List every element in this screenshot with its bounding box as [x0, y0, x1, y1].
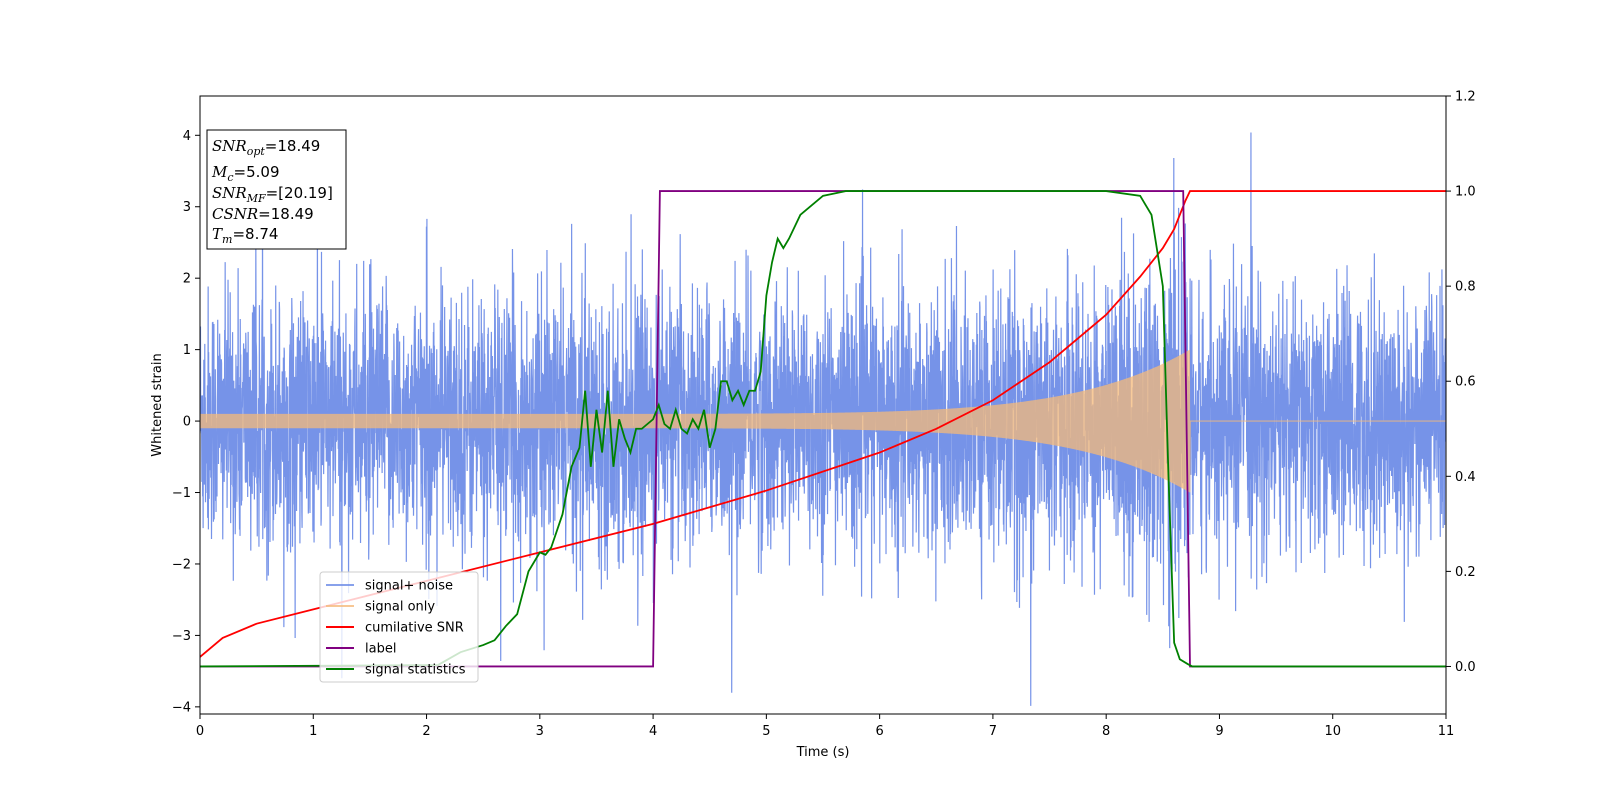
- stats-annotation-box: SNRopt=18.49 Mc=5.09 SNRMF=[20.19] CSNR=…: [206, 129, 347, 250]
- y-left-tick-label: 3: [183, 200, 191, 215]
- legend-signal-statistics-text: signal statistics: [365, 663, 466, 678]
- annotation-snr-opt: SNRopt=18.49: [212, 137, 320, 158]
- annotation-merger-time: Tm=8.74: [212, 225, 278, 246]
- x-tick-label: 5: [762, 724, 770, 739]
- y-right-tick-label: 1.2: [1455, 90, 1476, 105]
- y-left-tick-label: 4: [183, 129, 191, 144]
- y-right-tick-label: 0.6: [1455, 375, 1476, 390]
- x-tick-label: 11: [1438, 724, 1455, 739]
- x-tick-label: 6: [875, 724, 883, 739]
- y-left-tick-label: −2: [172, 557, 191, 572]
- annotation-snr-mf: SNRMF=[20.19]: [212, 184, 333, 205]
- y-right-tick-label: 0.4: [1455, 470, 1476, 485]
- series-signal-only-line: [200, 350, 1446, 493]
- y-left-tick-label: −1: [172, 486, 191, 501]
- x-tick-label: 8: [1102, 724, 1110, 739]
- y-right-tick-label: 0.0: [1455, 660, 1476, 675]
- plot-area: [200, 132, 1446, 706]
- y-left-tick-label: −3: [172, 629, 191, 644]
- x-axis: 0 1 2 3 4 5 6 7 8 9 10 11: [196, 714, 1454, 739]
- y-right-tick-label: 0.2: [1455, 565, 1476, 580]
- x-tick-label: 0: [196, 724, 204, 739]
- y-left-tick-label: 0: [183, 415, 191, 430]
- legend-signal-noise-text: signal+ noise: [365, 579, 453, 594]
- y-right-tick-label: 0.8: [1455, 280, 1476, 295]
- legend-cumulative-snr-text: cumilative SNR: [365, 621, 464, 636]
- series-signal-noise-line: [200, 132, 1446, 706]
- x-tick-label: 3: [536, 724, 544, 739]
- annotation-csnr: CSNR=18.49: [212, 205, 314, 223]
- plot-frame: [199, 95, 1447, 715]
- series-signal-statistics-line: [200, 190, 1446, 668]
- y-axis-right: 0.0 0.2 0.4 0.6 0.8 1.0 1.2: [1446, 90, 1476, 675]
- x-tick-label: 10: [1324, 724, 1341, 739]
- annotation-chirp-mass: Mc=5.09: [211, 163, 280, 184]
- x-tick-label: 2: [422, 724, 430, 739]
- series-cumulative-snr-line: [200, 190, 1446, 658]
- y-left-tick-label: −4: [172, 700, 191, 715]
- x-axis-label: Time (s): [796, 745, 850, 760]
- legend-label-text: label: [365, 642, 396, 657]
- y-right-tick-label: 1.0: [1455, 185, 1476, 200]
- y-axis-left: −4 −3 −2 −1 0 1 2 3 4: [172, 129, 200, 715]
- y-left-tick-label: 2: [183, 272, 191, 287]
- x-tick-label: 9: [1215, 724, 1223, 739]
- x-tick-label: 4: [649, 724, 657, 739]
- y-left-tick-label: 1: [183, 343, 191, 358]
- x-tick-label: 7: [989, 724, 997, 739]
- legend: signal+ noise signal only cumilative SNR la…: [319, 571, 479, 683]
- y-axis-label: Whitened strain: [150, 353, 165, 456]
- x-tick-label: 1: [309, 724, 317, 739]
- legend-signal-only-text: signal only: [365, 600, 435, 615]
